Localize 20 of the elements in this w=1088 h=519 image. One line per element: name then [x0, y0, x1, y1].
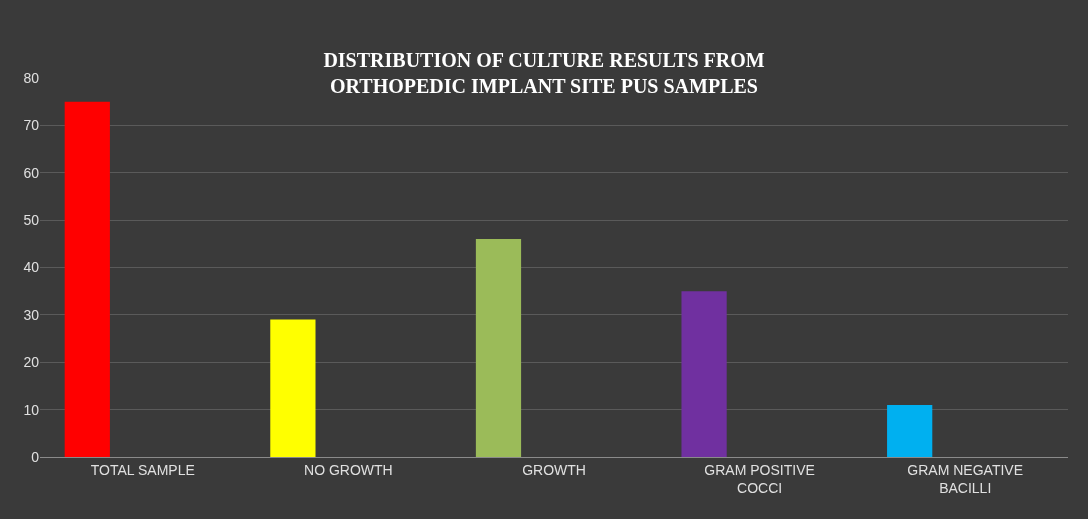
x-tick-label: TOTAL SAMPLE	[90, 461, 195, 478]
y-tick-label: 0	[31, 448, 40, 465]
bar	[887, 404, 933, 457]
y-tick-label: 80	[23, 69, 40, 86]
bar	[475, 239, 522, 457]
chart-title: DISTRIBUTION OF CULTURE RESULTS FROM ORTHOPEDIC IMPLANT SITE PUS SAMPLES	[323, 49, 765, 98]
x-tick-label: GRAM POSITIVE COCCI	[704, 461, 815, 496]
bar	[270, 319, 316, 457]
y-tick-label: 60	[23, 164, 40, 181]
y-tick-label: 30	[23, 306, 40, 323]
y-tick-label: 50	[23, 212, 40, 229]
y-tick-label: 40	[23, 259, 40, 276]
x-tick-label: NO GROWTH	[304, 461, 393, 478]
x-tick-label: GROWTH	[522, 461, 586, 478]
y-tick-label: 10	[23, 401, 40, 418]
x-tick-label: GRAM NEGATIVE BACILLI	[907, 461, 1024, 496]
y-tick-label: 20	[23, 354, 40, 371]
y-tick-label: 70	[23, 117, 40, 134]
bar	[64, 101, 110, 457]
bar	[681, 291, 727, 457]
